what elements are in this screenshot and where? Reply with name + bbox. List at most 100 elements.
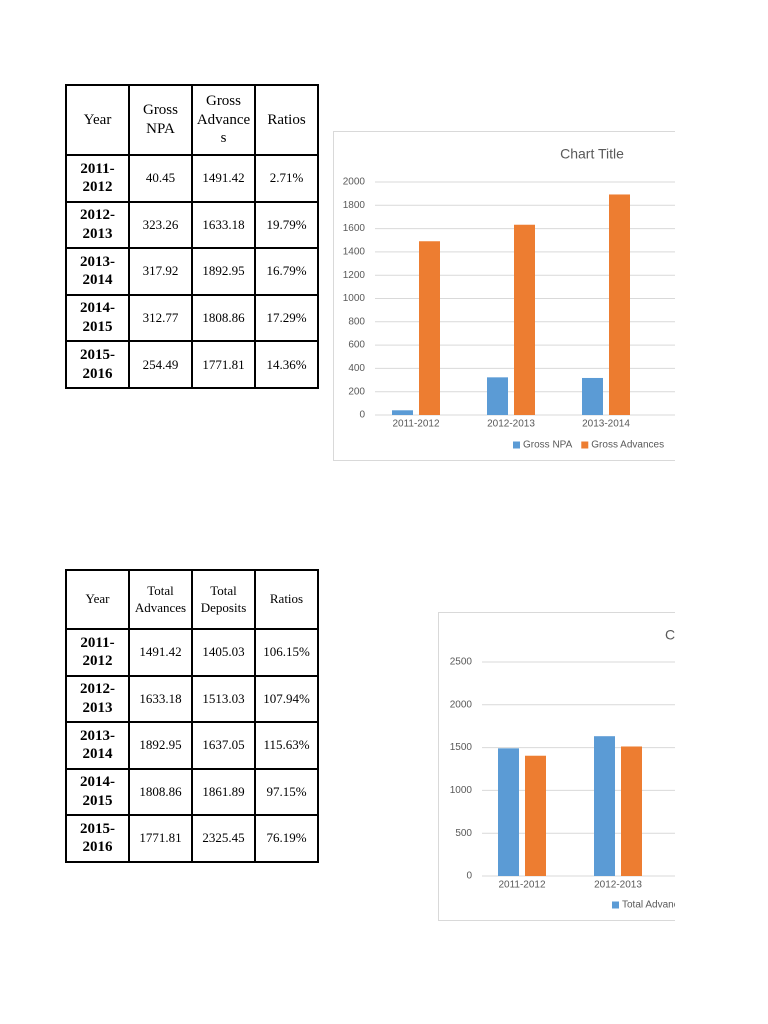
header-cell: Total Deposits [191, 569, 256, 630]
chart-title: Chart Title [665, 627, 675, 643]
bar [419, 241, 440, 415]
year-cell: 2011-2012 [65, 154, 130, 203]
value-cell: 40.45 [128, 154, 193, 203]
bar [582, 377, 603, 415]
y-tick-label: 600 [348, 340, 365, 351]
value-cell: 1405.03 [191, 628, 256, 677]
value-cell: 1808.86 [191, 293, 256, 343]
bar [621, 746, 642, 876]
value-cell: 1861.89 [191, 767, 256, 816]
year-cell: 2013-2014 [65, 247, 130, 296]
table-row: 2012-2013 1633.18 1513.03 107.94% [65, 674, 319, 723]
y-tick-label: 0 [359, 410, 365, 421]
value-cell: 2.71% [254, 154, 319, 203]
value-cell: 1892.95 [191, 247, 256, 296]
legend-swatch [581, 441, 589, 449]
bar [525, 755, 546, 876]
y-tick-label: 2000 [450, 699, 473, 710]
y-tick-label: 1200 [343, 270, 366, 281]
table-row: 2011-2012 1491.42 1405.03 106.15% [65, 628, 319, 677]
y-tick-label: 1400 [343, 247, 366, 258]
legend-label: Gross NPA [523, 440, 573, 451]
x-tick-label: 2012-2013 [594, 880, 642, 891]
value-cell: 1633.18 [191, 200, 256, 250]
y-tick-label: 2500 [450, 657, 473, 668]
value-cell: 317.92 [128, 247, 193, 296]
advances-table: Year Total Advances Total Deposits Ratios 20… [65, 569, 319, 863]
bar [609, 194, 630, 415]
bar [594, 736, 615, 876]
value-cell: 76.19% [254, 814, 319, 863]
value-cell: 115.63% [254, 721, 319, 770]
header-cell: Gross Advances [191, 84, 256, 156]
year-cell: 2012-2013 [65, 674, 130, 723]
x-tick-label: 2013-2014 [582, 419, 630, 430]
table-row: 2011-2012 40.45 1491.42 2.71% [65, 154, 319, 203]
table-row: 2012-2013 323.26 1633.18 19.79% [65, 200, 319, 250]
table-row: 2014-2015 1808.86 1861.89 97.15% [65, 767, 319, 816]
y-tick-label: 1500 [450, 742, 473, 753]
value-cell: 97.15% [254, 767, 319, 816]
value-cell: 106.15% [254, 628, 319, 677]
bar [487, 377, 508, 415]
year-cell: 2014-2015 [65, 293, 130, 343]
y-tick-label: 2000 [343, 177, 366, 188]
value-cell: 323.26 [128, 200, 193, 250]
x-tick-label: 2011-2012 [498, 880, 546, 891]
value-cell: 1491.42 [128, 628, 193, 677]
x-tick-label: 2012-2013 [487, 419, 535, 430]
npa-table: Year Gross NPA Gross Advances Ratios 2011-20… [65, 84, 319, 389]
value-cell: 16.79% [254, 247, 319, 296]
value-cell: 1637.05 [191, 721, 256, 770]
legend-label: Total Advances [622, 900, 675, 911]
value-cell: 1771.81 [191, 340, 256, 389]
year-cell: 2014-2015 [65, 767, 130, 816]
value-cell: 1892.95 [128, 721, 193, 770]
bar [392, 410, 413, 415]
value-cell: 1513.03 [191, 674, 256, 723]
y-tick-label: 1000 [450, 785, 473, 796]
value-cell: 1808.86 [128, 767, 193, 816]
table-row: 2015-2016 254.49 1771.81 14.36% [65, 340, 319, 389]
header-cell: Gross NPA [128, 84, 193, 156]
bar [498, 748, 519, 876]
year-cell: 2012-2013 [65, 200, 130, 250]
bar [514, 224, 535, 415]
value-cell: 19.79% [254, 200, 319, 250]
y-tick-label: 500 [455, 828, 472, 839]
value-cell: 1633.18 [128, 674, 193, 723]
y-tick-label: 1600 [343, 223, 366, 234]
table-row: 2015-2016 1771.81 2325.45 76.19% [65, 814, 319, 863]
table-row: 2013-2014 317.92 1892.95 16.79% [65, 247, 319, 296]
value-cell: 14.36% [254, 340, 319, 389]
legend-label: Gross Advances [591, 440, 664, 451]
header-cell: Year [65, 84, 130, 156]
y-tick-label: 1000 [343, 293, 366, 304]
value-cell: 107.94% [254, 674, 319, 723]
value-cell: 312.77 [128, 293, 193, 343]
header-cell: Ratios [254, 569, 319, 630]
legend-swatch [612, 901, 619, 909]
year-cell: 2015-2016 [65, 814, 130, 863]
year-cell: 2013-2014 [65, 721, 130, 770]
value-cell: 254.49 [128, 340, 193, 389]
legend-swatch [513, 441, 520, 449]
value-cell: 1771.81 [128, 814, 193, 863]
y-tick-label: 200 [348, 386, 365, 397]
y-tick-label: 800 [348, 316, 365, 327]
year-cell: 2015-2016 [65, 340, 130, 389]
y-tick-label: 400 [348, 363, 365, 374]
value-cell: 1491.42 [191, 154, 256, 203]
year-cell: 2011-2012 [65, 628, 130, 677]
table-row: 2014-2015 312.77 1808.86 17.29% [65, 293, 319, 343]
header-cell: Ratios [254, 84, 319, 156]
header-row: Year Total Advances Total Deposits Ratios [65, 569, 319, 630]
header-cell: Total Advances [128, 569, 193, 630]
value-cell: 17.29% [254, 293, 319, 343]
header-cell: Year [65, 569, 130, 630]
npa-chart: Chart Title 0 200 400 600 800 1000 1200 1400 1600… [333, 131, 675, 461]
x-tick-label: 2011-2012 [392, 419, 440, 430]
header-row: Year Gross NPA Gross Advances Ratios [65, 84, 319, 156]
table-row: 2013-2014 1892.95 1637.05 115.63% [65, 721, 319, 770]
